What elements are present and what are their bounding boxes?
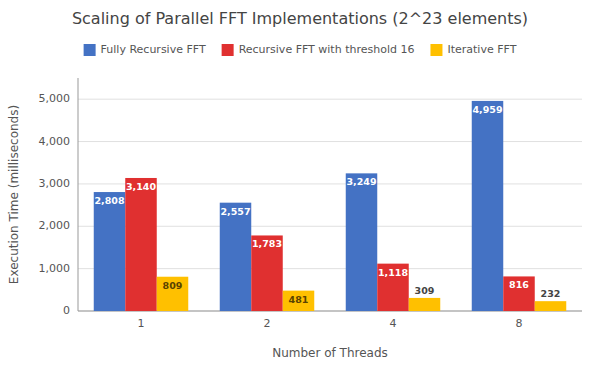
y-tick-label: 2,000 bbox=[39, 219, 71, 232]
data-label: 816 bbox=[509, 279, 529, 290]
bars bbox=[94, 101, 567, 311]
bar bbox=[535, 301, 567, 311]
legend: Fully Recursive FFT Recursive FFT with th… bbox=[84, 43, 517, 56]
data-label: 1,118 bbox=[378, 267, 408, 278]
legend-label: Recursive FFT with threshold 16 bbox=[239, 43, 415, 56]
x-tick-label: 4 bbox=[390, 317, 397, 330]
bar bbox=[283, 291, 315, 311]
data-label: 3,140 bbox=[126, 181, 156, 192]
bar bbox=[251, 235, 283, 311]
legend-swatch bbox=[430, 44, 442, 56]
bar bbox=[472, 101, 504, 311]
bar bbox=[157, 277, 189, 311]
grid-line bbox=[78, 99, 582, 100]
legend-item: Recursive FFT with threshold 16 bbox=[222, 43, 415, 56]
bar bbox=[377, 264, 409, 311]
legend-item: Fully Recursive FFT bbox=[84, 43, 206, 56]
data-labels: 2,808 2,557 3,249 4,959 3,140 1,783 1,118 816 80… bbox=[94, 104, 560, 305]
legend-label: Iterative FFT bbox=[447, 43, 516, 56]
data-label: 809 bbox=[163, 280, 183, 291]
grid bbox=[78, 99, 582, 311]
bar bbox=[409, 298, 441, 311]
data-label: 1,783 bbox=[252, 238, 282, 249]
x-tick-label: 2 bbox=[264, 317, 271, 330]
bar bbox=[220, 203, 252, 311]
data-label: 232 bbox=[541, 288, 561, 299]
legend-swatch bbox=[84, 44, 96, 56]
chart: Scaling of Parallel FFT Implementations … bbox=[0, 0, 600, 371]
y-tick-label: 5,000 bbox=[39, 92, 71, 105]
data-label: 2,808 bbox=[94, 195, 124, 206]
data-label: 2,557 bbox=[220, 206, 250, 217]
y-axis-label: Execution Time (milliseconds) bbox=[7, 105, 21, 284]
y-axis-line bbox=[78, 78, 79, 311]
title: Scaling of Parallel FFT Implementations … bbox=[72, 9, 528, 28]
legend-label: Fully Recursive FFT bbox=[101, 43, 206, 56]
x-tick-label: 8 bbox=[516, 317, 523, 330]
bar bbox=[503, 276, 535, 311]
x-axis-label: Number of Threads bbox=[272, 346, 388, 360]
data-label: 309 bbox=[415, 285, 435, 296]
data-label: 3,249 bbox=[346, 176, 376, 187]
bar bbox=[125, 178, 157, 311]
bar bbox=[346, 173, 378, 311]
x-tick-label: 1 bbox=[138, 317, 145, 330]
data-label: 4,959 bbox=[472, 104, 502, 115]
y-tick-label: 3,000 bbox=[39, 177, 71, 190]
legend-swatch bbox=[222, 44, 234, 56]
bar bbox=[94, 192, 126, 311]
data-label: 481 bbox=[289, 294, 309, 305]
y-tick-label: 1,000 bbox=[39, 262, 71, 275]
y-tick-label: 4,000 bbox=[39, 135, 71, 148]
grid-line bbox=[78, 141, 582, 142]
y-tick-label: 0 bbox=[63, 304, 70, 317]
legend-item: Iterative FFT bbox=[430, 43, 516, 56]
